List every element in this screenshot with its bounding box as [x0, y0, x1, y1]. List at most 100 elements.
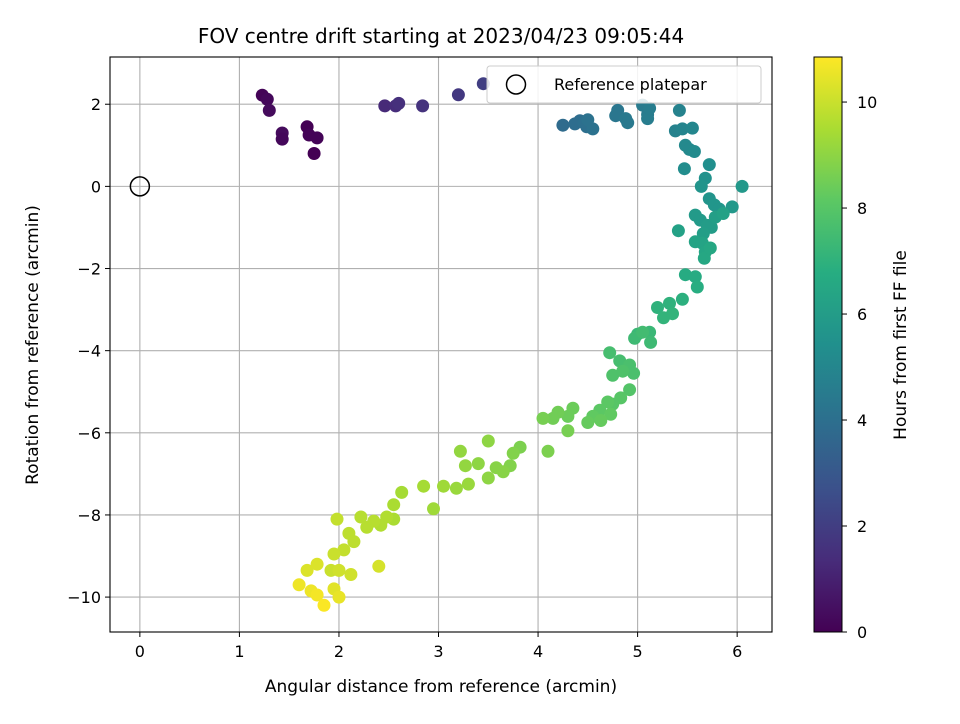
data-point [327, 547, 341, 561]
data-point [621, 116, 635, 130]
data-point [675, 292, 689, 306]
data-point [685, 121, 699, 135]
data-point [561, 409, 575, 423]
data-point [603, 346, 617, 360]
data-point [697, 251, 711, 265]
data-point [556, 118, 570, 132]
data-point [703, 241, 717, 255]
y-tick-label: 2 [91, 95, 101, 114]
colorbar-ticks: 0 2 4 6 8 10 [842, 93, 877, 642]
colorbar-tick-label: 6 [857, 305, 867, 324]
data-point [601, 395, 615, 409]
x-tick-label: 6 [732, 642, 742, 661]
data-point [694, 179, 708, 193]
x-tick-label: 2 [334, 642, 344, 661]
data-point [671, 224, 685, 238]
data-point [611, 103, 625, 117]
colorbar-tick-label: 2 [857, 517, 867, 536]
data-point [310, 131, 324, 145]
data-point [725, 200, 739, 214]
data-point [606, 368, 620, 382]
data-point [471, 457, 485, 471]
data-point [330, 512, 344, 526]
y-tick-label: −6 [77, 424, 101, 443]
data-point [613, 354, 627, 368]
y-tick-label: −8 [77, 506, 101, 525]
data-point [260, 92, 274, 106]
data-point [437, 479, 450, 493]
data-point [644, 335, 658, 349]
data-point [636, 325, 650, 339]
data-point [392, 96, 406, 110]
data-point [506, 446, 520, 460]
data-point [310, 588, 324, 602]
data-point [262, 103, 276, 117]
data-point [677, 162, 691, 176]
data-point [561, 424, 575, 438]
data-point [449, 481, 463, 495]
data-point [372, 559, 386, 573]
data-point [690, 280, 704, 294]
data-point [675, 122, 689, 136]
colorbar-tick-label: 4 [857, 411, 867, 430]
data-point [616, 364, 630, 378]
data-point [344, 568, 358, 581]
x-tick-label: 0 [135, 642, 145, 661]
colorbar: 0 2 4 6 8 10 Hours from first FF file [813, 56, 911, 642]
y-tick-label: −2 [77, 260, 101, 279]
grid [110, 57, 772, 632]
data-point [481, 434, 495, 448]
colorbar-label: Hours from first FF file [891, 250, 911, 440]
data-point [461, 477, 475, 491]
data-point [716, 207, 730, 220]
legend-label-reference-platepar: Reference platepar [554, 75, 707, 94]
colorbar-tick-label: 8 [857, 199, 867, 218]
data-point [337, 543, 351, 557]
data-point [395, 485, 409, 499]
data-point [594, 414, 608, 427]
reference-platepar-marker [129, 176, 151, 197]
data-point [536, 411, 550, 425]
data-point [627, 366, 641, 380]
data-point [623, 383, 637, 397]
data-point [417, 479, 431, 493]
data-point [453, 444, 467, 458]
legend-box [486, 65, 762, 104]
x-axis-label: Angular distance from reference (arcmin) [265, 677, 617, 697]
data-point [489, 461, 503, 475]
y-tick-label: −4 [77, 342, 101, 361]
data-point [300, 563, 314, 577]
data-point [678, 268, 692, 282]
data-point [641, 112, 655, 126]
data-point [586, 122, 600, 136]
data-point [666, 307, 679, 321]
data-point [541, 444, 555, 458]
colorbar-tick-label: 0 [857, 623, 867, 642]
data-point [427, 502, 440, 516]
data-point [310, 557, 324, 571]
data-point [687, 145, 701, 158]
axis-ticks: 0 1 2 3 4 5 6 −10 −8 −6 −4 −2 0 2 [67, 95, 742, 661]
x-tick-label: 1 [234, 642, 244, 661]
plot-frame [109, 56, 773, 633]
data-points [129, 77, 749, 612]
data-point [347, 535, 361, 549]
data-point [378, 99, 392, 113]
x-tick-label: 3 [433, 642, 443, 661]
data-point [481, 471, 495, 485]
data-point [451, 88, 465, 102]
data-point [292, 578, 306, 592]
data-point [416, 99, 430, 113]
data-point [696, 227, 710, 241]
x-tick-label: 5 [633, 642, 643, 661]
data-point [546, 411, 560, 425]
legend-marker-reference-platepar [505, 74, 527, 95]
data-point [663, 296, 676, 310]
data-point [317, 598, 331, 612]
data-point [735, 179, 749, 193]
y-axis-label: Rotation from reference (arcmin) [23, 205, 43, 485]
data-point [458, 459, 472, 473]
y-tick-label: 0 [91, 177, 101, 196]
data-point [275, 132, 289, 146]
